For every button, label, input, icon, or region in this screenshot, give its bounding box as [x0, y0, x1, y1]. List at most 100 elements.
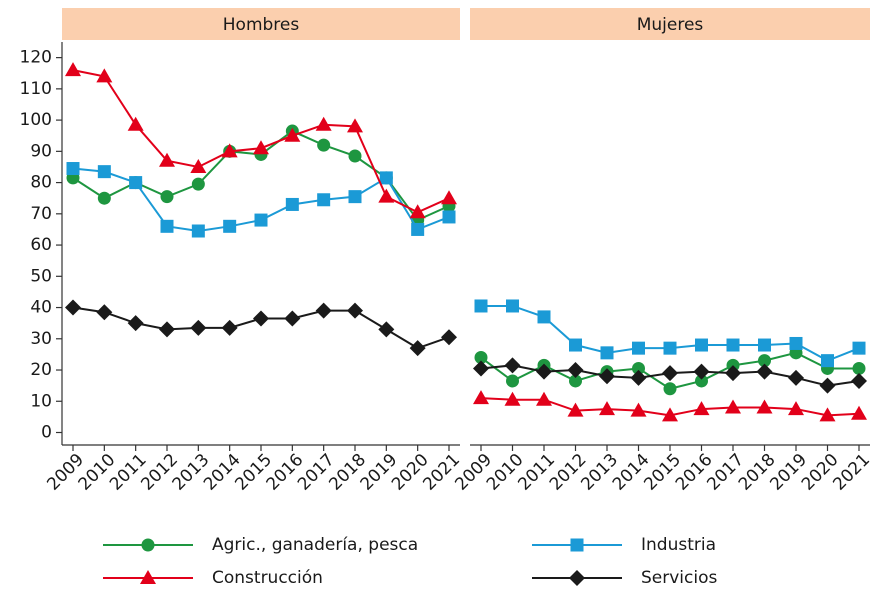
marker	[695, 338, 708, 352]
marker	[378, 188, 395, 203]
marker	[663, 382, 677, 396]
legend-label: Industria	[641, 535, 716, 555]
legend-marker	[141, 538, 155, 552]
marker	[756, 399, 773, 414]
y-tick-label: 70	[30, 204, 52, 224]
marker	[317, 138, 331, 152]
marker	[315, 302, 332, 319]
marker	[379, 171, 393, 185]
marker	[821, 354, 834, 368]
marker	[504, 357, 521, 374]
marker	[97, 191, 111, 205]
legend-label: Construcción	[212, 568, 323, 588]
marker	[662, 407, 678, 422]
marker	[695, 374, 708, 388]
marker	[473, 390, 489, 405]
marker	[819, 407, 836, 422]
marker	[726, 338, 740, 352]
y-tick-label: 10	[30, 391, 52, 411]
marker	[191, 224, 205, 238]
marker	[254, 213, 268, 227]
marker	[632, 341, 645, 355]
marker	[504, 391, 521, 406]
panel-strip	[62, 8, 460, 40]
y-tick-label: 40	[30, 298, 52, 318]
marker	[442, 210, 456, 224]
marker	[65, 62, 81, 77]
y-tick-label: 20	[30, 360, 52, 380]
marker	[693, 401, 710, 416]
marker	[506, 374, 519, 388]
y-tick-label: 0	[41, 423, 52, 443]
marker	[569, 338, 582, 352]
legend-label: Agric., ganadería, pesca	[212, 535, 418, 555]
marker	[567, 362, 584, 379]
marker	[96, 304, 113, 321]
marker	[127, 315, 144, 332]
marker	[852, 361, 866, 375]
marker	[567, 402, 584, 417]
panel-title: Mujeres	[637, 15, 704, 35]
marker	[411, 222, 425, 236]
marker	[441, 190, 457, 205]
panel-title: Hombres	[223, 15, 300, 35]
marker	[317, 193, 331, 207]
marker	[536, 391, 552, 406]
marker	[127, 116, 144, 131]
y-tick-label: 120	[20, 48, 52, 68]
marker	[536, 363, 552, 380]
marker	[851, 372, 867, 389]
marker	[97, 165, 111, 179]
x-tick-label: 2021	[829, 450, 874, 495]
marker	[347, 302, 363, 319]
y-tick-label: 90	[30, 141, 52, 161]
marker	[160, 190, 174, 204]
marker	[441, 329, 457, 346]
marker	[789, 336, 803, 350]
marker	[190, 319, 207, 336]
marker	[693, 363, 710, 380]
marker	[473, 360, 489, 377]
marker	[96, 68, 113, 83]
y-tick-label: 110	[20, 79, 52, 99]
marker	[160, 219, 174, 233]
marker	[284, 127, 301, 142]
marker	[600, 346, 614, 360]
marker	[663, 341, 677, 355]
panel-strip	[470, 8, 870, 40]
marker	[190, 158, 207, 173]
marker	[569, 374, 582, 388]
marker	[630, 402, 647, 417]
marker	[630, 369, 647, 386]
marker	[599, 368, 615, 385]
marker	[599, 401, 615, 416]
marker	[788, 369, 804, 386]
x-tick-label: 2021	[419, 450, 464, 495]
marker	[284, 310, 301, 327]
marker	[852, 341, 866, 355]
marker	[378, 321, 395, 338]
marker	[409, 340, 426, 357]
marker	[788, 401, 804, 416]
marker	[851, 405, 867, 420]
marker	[506, 299, 519, 313]
marker	[348, 190, 362, 204]
legend-label: Servicios	[641, 568, 717, 588]
marker	[253, 140, 269, 155]
marker	[758, 338, 771, 352]
marker	[758, 354, 771, 368]
y-tick-label: 50	[30, 266, 52, 286]
y-tick-label: 100	[20, 110, 52, 130]
marker	[159, 152, 175, 167]
marker	[221, 143, 238, 158]
marker	[537, 310, 551, 324]
legend-marker	[570, 538, 584, 552]
marker	[129, 176, 143, 190]
marker	[725, 399, 741, 414]
marker	[315, 116, 332, 131]
marker	[253, 310, 269, 327]
marker	[474, 299, 488, 313]
marker	[632, 361, 645, 375]
marker	[223, 219, 237, 233]
